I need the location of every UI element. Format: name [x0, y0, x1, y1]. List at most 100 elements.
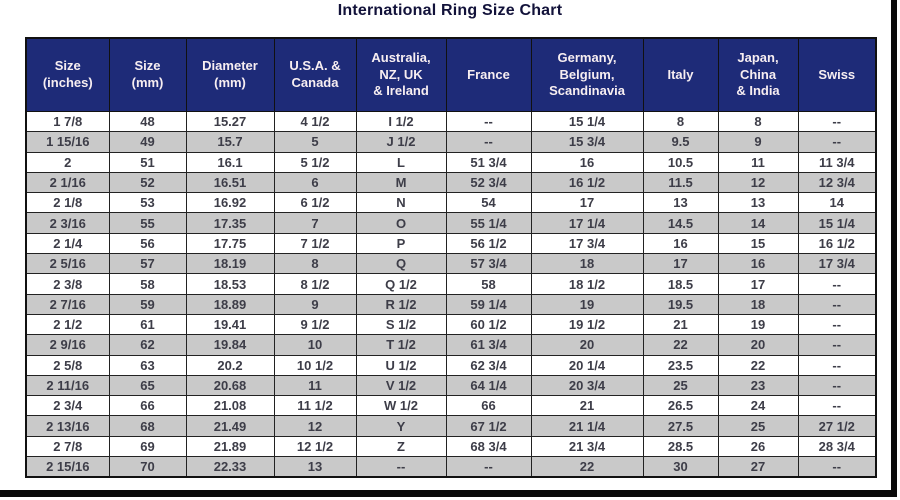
table-cell: Q 1/2	[355, 273, 447, 295]
table-cell: 48	[108, 110, 187, 133]
table-row: 2 51 16.1 5 1/2 L 51 3/4 16 10.5 11 11 3/4	[25, 151, 877, 173]
table-cell: 66	[108, 395, 187, 417]
table-cell: 59	[108, 293, 187, 315]
table-cell: 22	[642, 334, 719, 356]
table-cell: 1 7/8	[25, 110, 110, 133]
table-cell: 2 7/16	[25, 293, 110, 315]
table-cell: S 1/2	[355, 313, 447, 336]
table-cell: 55 1/4	[445, 212, 532, 234]
table-cell: I 1/2	[355, 110, 447, 133]
table-row: 2 13/16 68 21.49 12 Y 67 1/2 21 1/4 27.5 25 27 1/…	[25, 415, 877, 437]
table-cell: 2 3/4	[25, 395, 110, 417]
column-header: Italy	[642, 37, 719, 112]
table-cell: --	[797, 456, 877, 478]
table-cell: 14	[797, 192, 877, 214]
table-cell: 7	[273, 212, 357, 234]
table-cell: --	[445, 131, 532, 153]
table-row: 2 3/4 66 21.08 11 1/2 W 1/2 66 21 26.5 24 --	[25, 395, 877, 417]
table-cell: 4 1/2	[273, 110, 357, 133]
table-cell: 16	[717, 253, 799, 275]
table-cell: 58	[445, 273, 532, 295]
table-cell: 58	[108, 273, 187, 295]
table-cell: 57 3/4	[445, 253, 532, 275]
table-cell: 13	[642, 192, 719, 214]
table-cell: M	[355, 171, 447, 194]
table-cell: 2 3/16	[25, 212, 110, 234]
table-cell: 8	[717, 110, 799, 133]
table-cell: 10 1/2	[273, 354, 357, 376]
table-cell: 54	[445, 192, 532, 214]
table-cell: 55	[108, 212, 187, 234]
table-cell: 2 9/16	[25, 334, 110, 356]
table-cell: 1 15/16	[25, 131, 110, 153]
table-cell: 20	[717, 334, 799, 356]
table-cell: 15	[717, 232, 799, 255]
table-cell: 20 1/4	[530, 354, 644, 376]
table-cell: 15 1/4	[530, 110, 644, 133]
table-cell: 49	[108, 131, 187, 153]
column-header: Japan, China & India	[717, 37, 799, 112]
table-cell: --	[797, 313, 877, 336]
table-cell: 2	[25, 151, 110, 173]
table-cell: 22	[717, 354, 799, 376]
table-cell: 5 1/2	[273, 151, 357, 173]
column-header: U.S.A. & Canada	[273, 37, 357, 112]
table-cell: O	[355, 212, 447, 234]
table-cell: P	[355, 232, 447, 255]
table-cell: 26.5	[642, 395, 719, 417]
table-cell: 2 1/2	[25, 313, 110, 336]
table-cell: --	[797, 395, 877, 417]
column-header: Size (inches)	[25, 37, 110, 112]
table-cell: 65	[108, 374, 187, 397]
table-cell: U 1/2	[355, 354, 447, 376]
table-cell: R 1/2	[355, 293, 447, 315]
table-cell: 7 1/2	[273, 232, 357, 255]
table-cell: 11	[717, 151, 799, 173]
table-row: 2 15/16 70 22.33 13 -- -- 22 30 27 --	[25, 456, 877, 478]
table-cell: --	[797, 354, 877, 376]
table-cell: 16	[530, 151, 644, 173]
table-row: 2 9/16 62 19.84 10 T 1/2 61 3/4 20 22 20 --	[25, 334, 877, 356]
table-cell: 67 1/2	[445, 415, 532, 437]
table-cell: 19	[717, 313, 799, 336]
table-cell: 21 3/4	[530, 435, 644, 458]
ring-size-table: Size (inches) Size (mm) Diameter (mm) U.S.A…	[25, 37, 877, 479]
table-cell: 26	[717, 435, 799, 458]
column-header: Swiss	[797, 37, 877, 112]
table-cell: 18.53	[185, 273, 275, 295]
table-cell: 61	[108, 313, 187, 336]
table-header: Size (inches) Size (mm) Diameter (mm) U.S.A…	[25, 37, 877, 112]
table-cell: 64 1/4	[445, 374, 532, 397]
table-cell: 21	[530, 395, 644, 417]
table-cell: 17	[530, 192, 644, 214]
table-cell: 10	[273, 334, 357, 356]
table-cell: 2 7/8	[25, 435, 110, 458]
table-cell: 11.5	[642, 171, 719, 194]
table-cell: 13	[273, 456, 357, 478]
table-row: 2 1/2 61 19.41 9 1/2 S 1/2 60 1/2 19 1/2 21 19 --	[25, 313, 877, 336]
table-cell: --	[797, 110, 877, 133]
table-cell: 25	[642, 374, 719, 397]
column-header: France	[445, 37, 532, 112]
table-cell: 18 1/2	[530, 273, 644, 295]
table-cell: 16.92	[185, 192, 275, 214]
table-header-row: Size (inches) Size (mm) Diameter (mm) U.S.A…	[25, 37, 877, 112]
table-cell: --	[797, 293, 877, 315]
table-cell: 12	[717, 171, 799, 194]
table-cell: W 1/2	[355, 395, 447, 417]
table-cell: 17	[642, 253, 719, 275]
table-cell: --	[355, 456, 447, 478]
table-cell: N	[355, 192, 447, 214]
table-cell: 8 1/2	[273, 273, 357, 295]
table-cell: 53	[108, 192, 187, 214]
table-cell: 20 3/4	[530, 374, 644, 397]
column-header: Diameter (mm)	[185, 37, 275, 112]
table-cell: 6	[273, 171, 357, 194]
table-cell: 13	[717, 192, 799, 214]
table-cell: 18.89	[185, 293, 275, 315]
table-cell: 21.49	[185, 415, 275, 437]
table-cell: 2 13/16	[25, 415, 110, 437]
table-row: 2 7/16 59 18.89 9 R 1/2 59 1/4 19 19.5 18 --	[25, 293, 877, 315]
table-cell: 59 1/4	[445, 293, 532, 315]
table-cell: 10.5	[642, 151, 719, 173]
